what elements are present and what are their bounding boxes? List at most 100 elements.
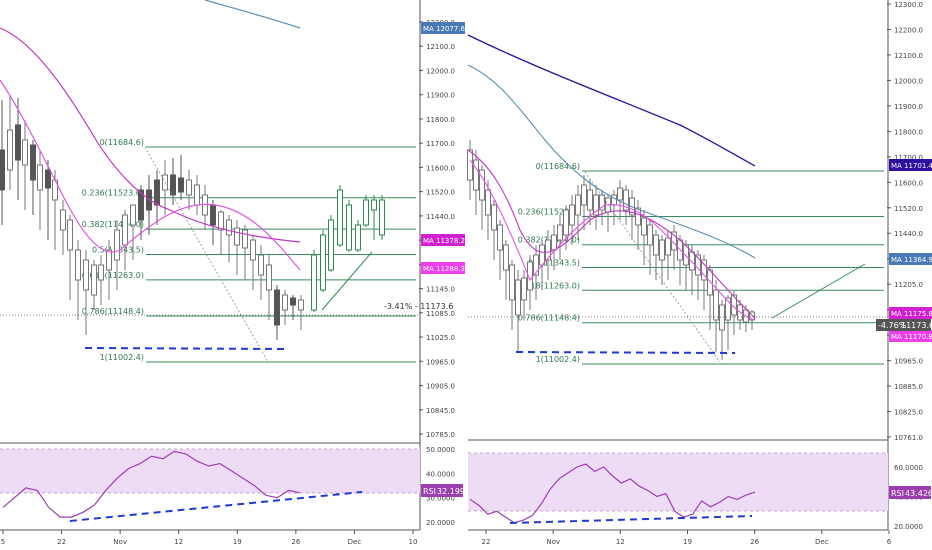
right-candle-body bbox=[647, 224, 653, 246]
right-fib-label: 0.786(11148.4) bbox=[518, 314, 580, 323]
left-candle-body bbox=[363, 199, 369, 226]
right-candle-body bbox=[533, 254, 539, 276]
left-candle-body bbox=[282, 294, 288, 311]
left-candle-body bbox=[154, 179, 160, 206]
right-ma-tag bbox=[889, 307, 932, 319]
left-candle-body bbox=[170, 174, 176, 196]
left-candle-body bbox=[258, 254, 264, 276]
right-fib-label: 0(11684.6) bbox=[536, 162, 580, 171]
left-candle-body bbox=[328, 219, 334, 271]
right-ma-tag-value: 11170.8 bbox=[904, 333, 932, 341]
right-candle-body bbox=[509, 264, 515, 301]
right-y-tick-label: 12200.0 bbox=[894, 26, 923, 34]
left-ma-tag bbox=[421, 22, 465, 34]
right-x-tick-label: 6 bbox=[887, 538, 892, 546]
right-x-tick-label: 19 bbox=[683, 538, 692, 546]
right-ma-tag-value: 11175.8 bbox=[904, 310, 932, 318]
right-candle-body bbox=[623, 189, 629, 211]
right-y-tick-label: 11520.0 bbox=[894, 205, 923, 213]
left-x-tick-label: 10 bbox=[409, 538, 418, 546]
left-y-tick-label: 11600.0 bbox=[426, 164, 455, 172]
left-fib-label: 0(11684.6) bbox=[100, 138, 144, 147]
right-candle-body bbox=[719, 304, 725, 331]
right-fib-levels: 0(11684.6)0.236(11523.6)0.382(11424.0)0.… bbox=[518, 162, 884, 365]
right-ma-tag-value: 11364.9 bbox=[904, 256, 932, 264]
left-projection bbox=[321, 251, 373, 311]
left-x-tick-label: 19 bbox=[233, 538, 242, 546]
right-rsi-tick-label: 20.0000 bbox=[894, 523, 923, 531]
right-candle-body bbox=[701, 259, 707, 281]
left-fib-label: 0.236(11523.6) bbox=[82, 189, 144, 198]
right-price-note: -4.76% bbox=[878, 321, 907, 330]
left-candle-body bbox=[210, 204, 216, 226]
right-candle-body bbox=[485, 189, 491, 216]
right-candle-body bbox=[587, 189, 593, 211]
right-ma-tag-label: MA bbox=[891, 256, 902, 264]
right-y-tick-label: 10965.0 bbox=[894, 358, 923, 366]
right-rsi-tag-label: RSI bbox=[891, 489, 904, 498]
left-y-tick-label: 11085.0 bbox=[426, 310, 455, 318]
right-candle-body bbox=[557, 224, 563, 241]
right-support-line bbox=[515, 351, 736, 354]
left-rsi-tag bbox=[421, 484, 463, 497]
left-candle-body bbox=[138, 189, 144, 221]
right-ma-tag bbox=[889, 159, 932, 171]
left-ma-mid bbox=[0, 27, 301, 243]
left-candle-body bbox=[346, 204, 352, 251]
left-y-tick-label: 10845.0 bbox=[426, 407, 455, 415]
right-candle-body bbox=[521, 277, 527, 301]
right-rsi-band bbox=[468, 453, 888, 511]
left-y-tick-label: 11520.0 bbox=[426, 189, 455, 197]
right-ma-fast2 bbox=[469, 159, 756, 321]
left-y-tick-label: 11700.0 bbox=[426, 140, 455, 148]
left-candle-body bbox=[30, 144, 36, 181]
right-candle-body bbox=[551, 234, 557, 251]
left-ma-slow bbox=[204, 0, 301, 29]
right-candle-body bbox=[641, 217, 647, 236]
right-rsi-trend bbox=[509, 515, 753, 524]
left-candle-body bbox=[355, 224, 361, 251]
right-ma-tag-label: MA bbox=[891, 333, 902, 341]
left-y-tick-label: 10785.0 bbox=[426, 431, 455, 439]
left-candle-body bbox=[242, 229, 248, 249]
left-candle-body bbox=[114, 229, 120, 261]
left-x-tick-label: 26 bbox=[291, 538, 300, 546]
right-y-axis: 12300.0 12200.0 12100.0 12000.0 11900.0 11800… bbox=[887, 1, 923, 442]
right-y-tick-label: 11700.0 bbox=[894, 154, 923, 162]
right-candle-body bbox=[581, 184, 587, 206]
left-x-axis: 5 22 Nov 12 19 26 Dec 10 bbox=[1, 530, 418, 546]
left-chart: 0(11684.6) 0.236(11523.6) 0.382(11424.0) 0.… bbox=[0, 0, 466, 546]
left-candle-body bbox=[234, 227, 240, 246]
left-ma-tag bbox=[421, 234, 465, 246]
right-candle-body bbox=[665, 237, 671, 256]
left-candle-body bbox=[379, 199, 385, 236]
left-rsi-tick-label: 50.0000 bbox=[426, 446, 455, 454]
right-candle-body bbox=[515, 279, 521, 316]
left-candle-body bbox=[122, 214, 128, 246]
left-ma-tag-label: MA bbox=[423, 265, 434, 273]
right-candle-body bbox=[539, 244, 545, 266]
right-candle-body bbox=[617, 187, 623, 201]
right-x-axis: 22 Nov 12 19 26 Dec 6 bbox=[482, 530, 892, 546]
right-candles bbox=[467, 140, 755, 360]
left-rsi-tick-label: 20.0000 bbox=[426, 519, 455, 527]
right-candle-body bbox=[467, 149, 473, 181]
left-x-tick-label: Nov bbox=[113, 538, 127, 546]
left-candle-body bbox=[106, 249, 112, 271]
left-candle-body bbox=[75, 249, 81, 281]
right-fib-label: 0.618(11263.0) bbox=[518, 281, 580, 290]
right-candle-body bbox=[569, 204, 575, 226]
right-x-tick-label: 22 bbox=[482, 538, 491, 546]
left-ma-tag-label: MA bbox=[423, 25, 434, 33]
right-candle-body bbox=[563, 209, 569, 236]
right-last-price: 11173.6 bbox=[901, 321, 932, 330]
right-last-price-tag bbox=[876, 319, 931, 331]
left-candle-body bbox=[130, 204, 136, 226]
left-candle-body bbox=[298, 299, 304, 311]
left-fib-label: 0.382(11424.0) bbox=[82, 220, 144, 229]
left-candle-body bbox=[37, 164, 43, 191]
left-candle-body bbox=[178, 177, 184, 193]
right-candle-body bbox=[491, 204, 497, 231]
left-y-tick-label: 12100.0 bbox=[426, 43, 455, 51]
